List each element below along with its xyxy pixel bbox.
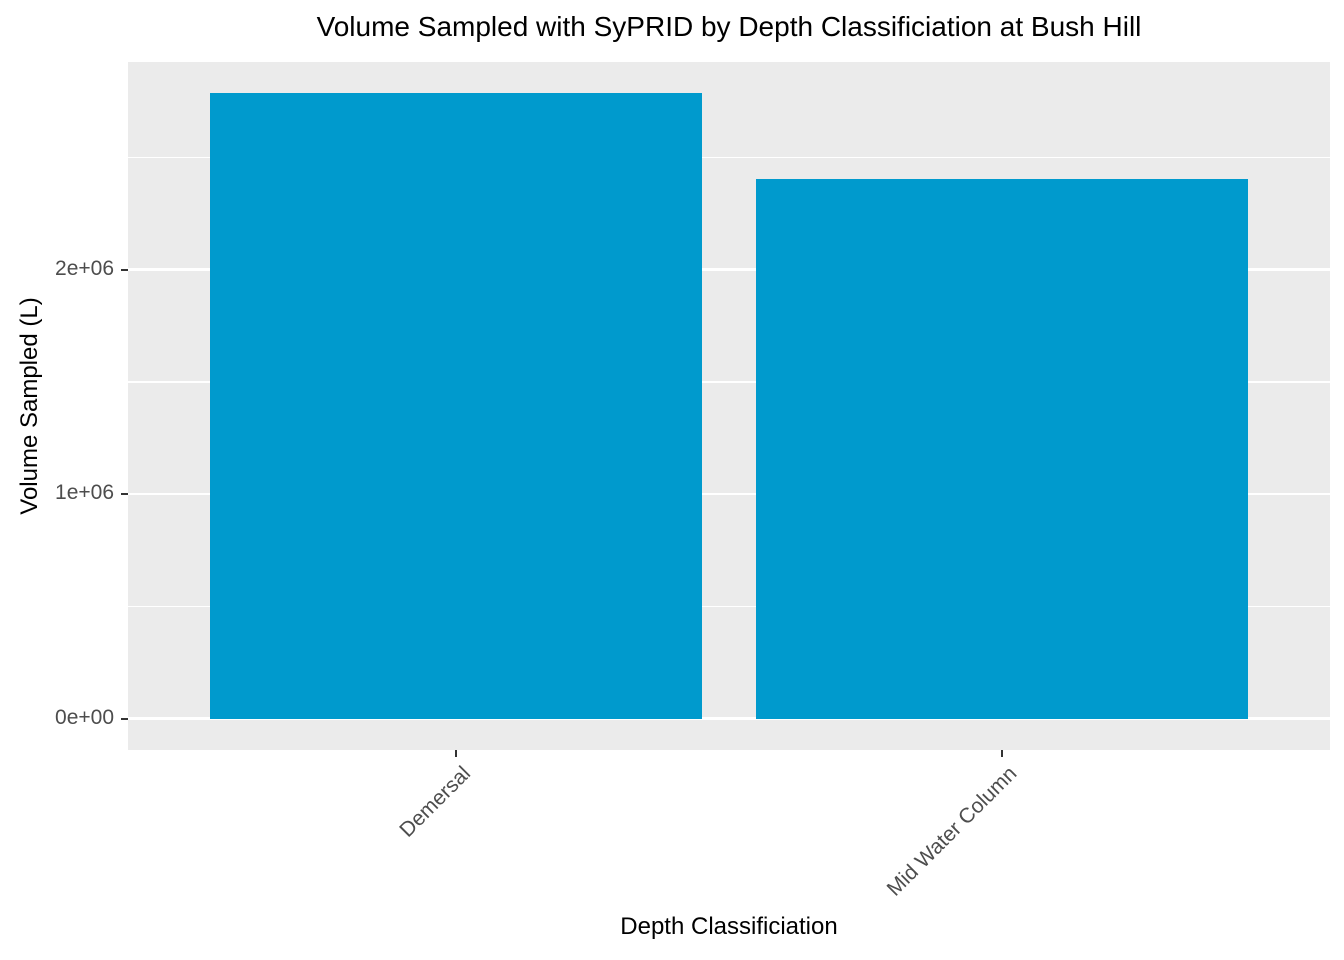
plot-panel: [128, 62, 1330, 750]
x-axis-title: Depth Classificiation: [620, 913, 838, 940]
chart-title: Volume Sampled with SyPRID by Depth Clas…: [316, 11, 1142, 42]
y-tick-label: 0e+00: [55, 705, 114, 729]
gridline-major: [128, 492, 1330, 496]
y-axis-title: Volume Sampled (L): [16, 297, 43, 515]
bar-mid-water-column: [756, 178, 1249, 719]
gridline-minor: [128, 381, 1330, 383]
y-tick-mark: [121, 493, 128, 496]
y-tick-mark: [121, 268, 128, 271]
x-tick-mark: [454, 750, 457, 757]
x-tick-mark: [1001, 750, 1004, 757]
y-tick-label: 2e+06: [55, 256, 114, 280]
y-tick-label: 1e+06: [55, 481, 114, 505]
gridline-minor: [128, 156, 1330, 159]
x-tick-label: Demersal: [395, 762, 476, 842]
gridline-minor: [128, 605, 1330, 608]
gridline-major: [128, 717, 1330, 720]
y-tick-mark: [121, 717, 128, 720]
bar-demersal: [209, 93, 702, 719]
x-tick-label: Mid Water Column: [882, 762, 1022, 901]
gridline-major: [128, 268, 1330, 271]
